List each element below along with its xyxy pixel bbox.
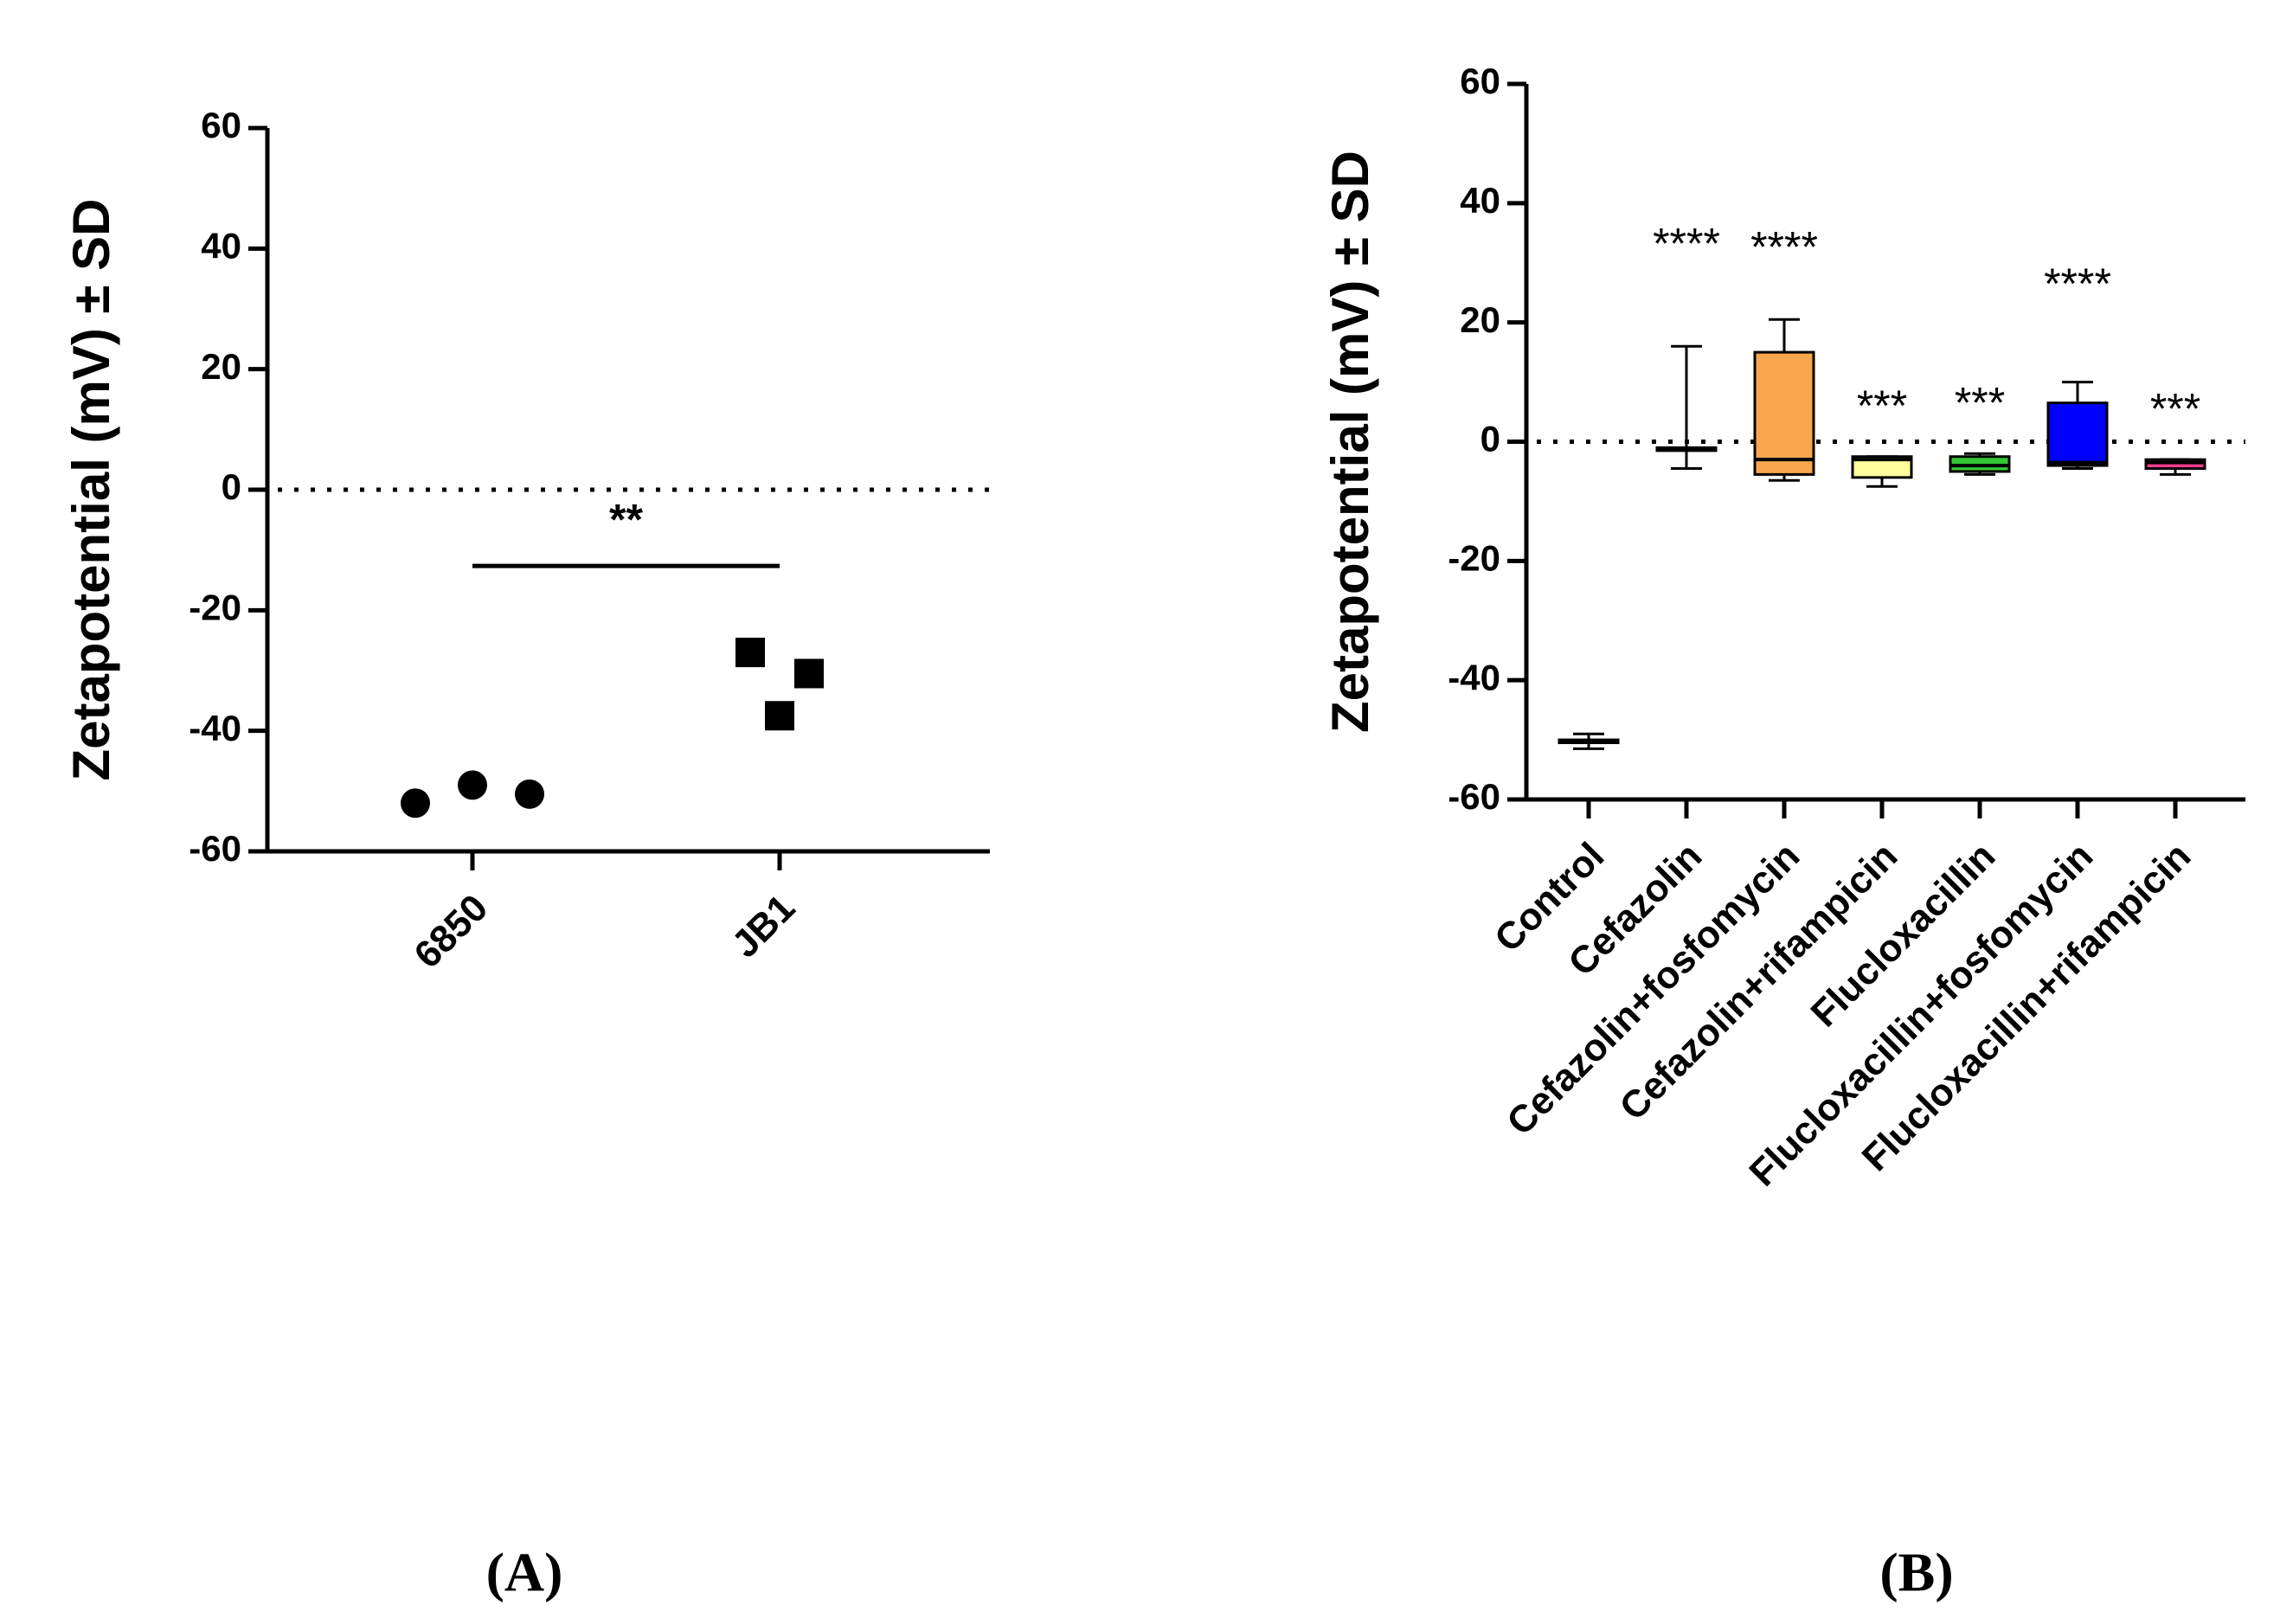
y-tick-label: -40 bbox=[1448, 657, 1500, 697]
y-tick-label: -60 bbox=[1448, 776, 1500, 817]
significance-label: **** bbox=[2044, 260, 2111, 308]
y-tick-label: -20 bbox=[1448, 537, 1500, 578]
point bbox=[794, 658, 824, 689]
y-tick-label: 20 bbox=[1460, 299, 1500, 340]
significance-label: **** bbox=[1750, 222, 1818, 271]
panel-label: (B) bbox=[1879, 1542, 1953, 1603]
x-tick-label: 6850 bbox=[406, 887, 496, 977]
y-tick-label: 0 bbox=[222, 466, 241, 507]
point bbox=[735, 638, 765, 668]
y-tick-label: -40 bbox=[189, 708, 241, 748]
significance-label: *** bbox=[2150, 384, 2200, 433]
y-tick-label: -20 bbox=[189, 587, 241, 627]
significance-label: *** bbox=[1857, 382, 1907, 430]
box bbox=[1753, 350, 1815, 476]
y-axis-label: Zetapotential (mV) ± SD bbox=[62, 199, 120, 781]
y-tick-label: 20 bbox=[201, 346, 241, 387]
point bbox=[765, 701, 794, 731]
y-tick-label: -60 bbox=[189, 828, 241, 869]
significance-label: ** bbox=[609, 495, 643, 543]
panel-label: (A) bbox=[486, 1542, 563, 1603]
y-tick-label: 40 bbox=[201, 225, 241, 266]
y-tick-label: 60 bbox=[201, 105, 241, 145]
y-axis-label: Zetapotential (mV) ± SD bbox=[1321, 151, 1379, 733]
point bbox=[401, 788, 430, 818]
y-tick-label: 40 bbox=[1460, 180, 1500, 221]
x-tick-label: JB1 bbox=[724, 887, 804, 966]
point bbox=[515, 779, 544, 809]
significance-label: **** bbox=[1653, 219, 1720, 267]
point bbox=[458, 770, 487, 800]
y-tick-label: 60 bbox=[1460, 61, 1500, 101]
box bbox=[2046, 401, 2109, 467]
significance-label: *** bbox=[1955, 378, 2005, 427]
y-tick-label: 0 bbox=[1480, 419, 1500, 459]
